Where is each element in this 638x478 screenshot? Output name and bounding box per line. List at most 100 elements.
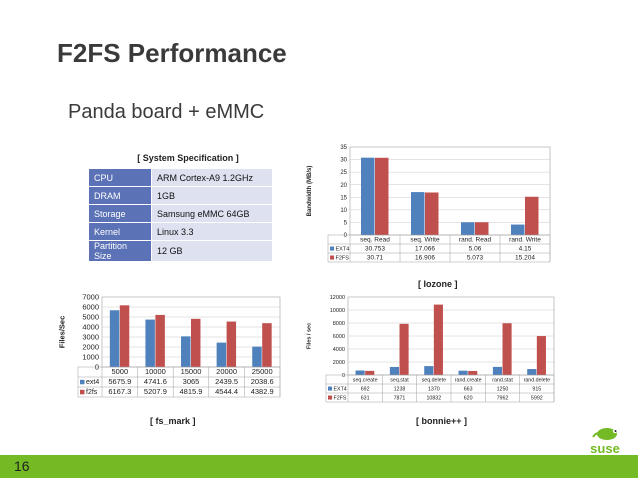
y-tick-label: 2000 xyxy=(82,343,99,352)
x-tick-label: seq.stat xyxy=(390,377,409,383)
data-value-label: 5207.9 xyxy=(144,387,167,396)
data-value-label: 17.066 xyxy=(415,245,435,252)
bar xyxy=(155,314,165,367)
data-value-label: 915 xyxy=(532,386,541,392)
y-tick-label: 2000 xyxy=(333,360,345,366)
y-tick-label: 0 xyxy=(344,233,348,239)
y-axis-label: Files / sec xyxy=(307,323,313,349)
data-value-label: 7871 xyxy=(394,395,406,401)
x-tick-label: rand. Read xyxy=(459,236,492,243)
y-tick-label: 25 xyxy=(340,170,347,176)
logo-wordmark: suse xyxy=(590,441,620,456)
spec-key: DRAM xyxy=(88,186,152,205)
legend-label: ext4 xyxy=(86,379,99,386)
legend-swatch xyxy=(328,386,333,391)
iozone-caption: [ Iozone ] xyxy=(418,279,458,289)
page-number: 16 xyxy=(14,458,30,474)
bar xyxy=(511,224,525,235)
footer-bar xyxy=(0,455,638,478)
bar xyxy=(525,196,539,235)
bar xyxy=(389,366,399,375)
legend-label: f2fs xyxy=(86,389,98,396)
y-tick-label: 5000 xyxy=(82,313,99,322)
y-tick-label: 6000 xyxy=(82,303,99,312)
spec-key: Storage xyxy=(88,204,152,223)
data-value-label: 3065 xyxy=(183,377,200,386)
bar xyxy=(433,304,443,375)
data-value-label: 1238 xyxy=(394,386,406,392)
fsmark-chart: 01000200030004000500060007000Files/Sec50… xyxy=(58,293,281,398)
bar xyxy=(262,323,272,367)
y-tick-label: 0 xyxy=(342,373,345,379)
spec-value: Samsung eMMC 64GB xyxy=(151,204,273,223)
data-value-label: 5.06 xyxy=(469,245,482,252)
y-tick-label: 1000 xyxy=(82,353,99,362)
bar xyxy=(424,366,434,375)
spec-value: ARM Cortex-A9 1.2GHz xyxy=(151,168,273,187)
data-value-label: 631 xyxy=(361,395,370,401)
spec-value: Linux 3.3 xyxy=(151,222,273,241)
spec-table: CPU ARM Cortex-A9 1.2GHz DRAM 1GB Storage S… xyxy=(88,168,273,262)
spec-caption: [ System Specification ] xyxy=(137,153,239,163)
bar xyxy=(475,222,489,235)
bar xyxy=(468,370,478,375)
data-value-label: 692 xyxy=(361,386,370,392)
iozone-chart: 0 5 10 15 20 25 30 35 Bandwidth (MB/s) seq. Read s… xyxy=(307,145,551,263)
data-value-label: 2038.6 xyxy=(251,377,274,386)
y-tick-label: 7000 xyxy=(82,293,99,302)
bar xyxy=(411,192,425,235)
bar xyxy=(492,366,502,375)
data-value-label: 30.71 xyxy=(367,254,384,261)
bar xyxy=(145,319,155,367)
y-tick-label: 30 xyxy=(340,158,347,164)
data-value-label: 6167.3 xyxy=(108,387,131,396)
y-tick-label: 5 xyxy=(344,221,348,227)
slide-subtitle: Panda board + eMMC xyxy=(68,101,265,123)
data-value-label: 5675.9 xyxy=(108,377,131,386)
x-tick-label: rand.delete xyxy=(524,377,551,383)
bar xyxy=(191,318,201,367)
bonnie-chart: 0 2000 4000 6000 8000 10000 12000 Files / sec se… xyxy=(307,295,555,403)
data-value-label: 30.753 xyxy=(365,245,385,252)
bar xyxy=(216,342,227,367)
x-tick-label: 5000 xyxy=(111,367,128,376)
y-tick-label: 3000 xyxy=(82,333,99,342)
legend-swatch xyxy=(80,379,85,385)
x-tick-label: seq.create xyxy=(353,377,378,383)
legend-label: EXT4 xyxy=(334,386,347,392)
suse-logo: suse xyxy=(590,428,620,456)
legend-label: F2FS xyxy=(336,255,350,261)
bar xyxy=(425,192,439,235)
y-tick-label: 20 xyxy=(340,183,347,189)
bar xyxy=(502,323,512,375)
bar xyxy=(461,222,475,235)
y-tick-label: 10000 xyxy=(330,308,345,314)
spec-row: CPU ARM Cortex-A9 1.2GHz xyxy=(88,168,273,187)
y-tick-label: 10 xyxy=(340,208,347,214)
data-value-label: 4544.4 xyxy=(215,387,238,396)
bar xyxy=(355,370,365,375)
spec-value: 1GB xyxy=(151,186,273,205)
data-value-label: 15.204 xyxy=(515,254,535,261)
data-value-label: 620 xyxy=(464,395,473,401)
bar xyxy=(252,346,262,367)
bar xyxy=(536,336,546,375)
data-value-label: 7962 xyxy=(497,395,509,401)
x-tick-label: rand. Write xyxy=(509,236,541,243)
bar xyxy=(375,157,389,235)
bar xyxy=(119,305,130,367)
y-tick-label: 6000 xyxy=(333,334,345,340)
data-value-label: 1250 xyxy=(497,386,509,392)
y-axis-label: Bandwidth (MB/s) xyxy=(307,166,313,217)
legend-swatch xyxy=(330,246,335,251)
legend-label: F2FS xyxy=(334,395,347,401)
y-tick-label: 8000 xyxy=(333,321,345,327)
legend-swatch xyxy=(328,395,333,400)
x-tick-label: 20000 xyxy=(216,367,237,376)
data-value-label: 10832 xyxy=(426,395,441,401)
bar xyxy=(458,370,468,375)
x-tick-label: seq. Read xyxy=(360,236,390,243)
legend-swatch xyxy=(330,255,335,260)
spec-row: Kernel Linux 3.3 xyxy=(88,222,273,241)
x-tick-label: seq.delete xyxy=(422,377,446,383)
